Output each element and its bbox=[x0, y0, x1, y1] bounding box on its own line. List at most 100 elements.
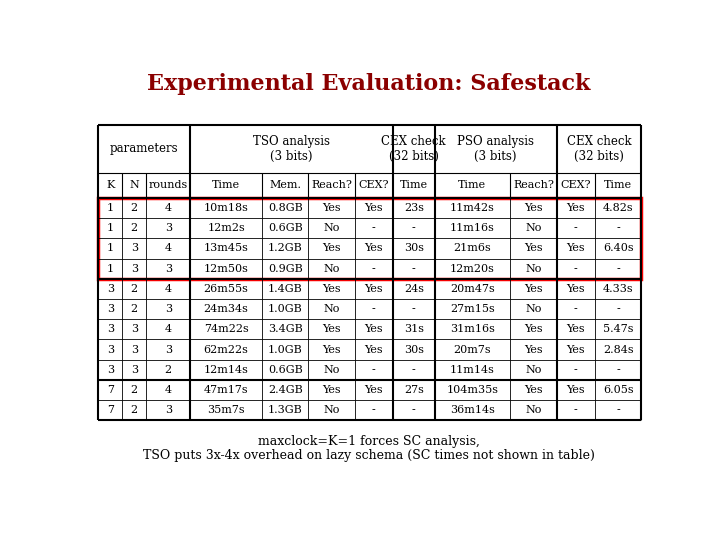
Text: 0.9GB: 0.9GB bbox=[268, 264, 302, 274]
Text: -: - bbox=[574, 304, 577, 314]
Text: 3: 3 bbox=[107, 364, 114, 375]
Text: Yes: Yes bbox=[322, 385, 341, 395]
Text: 24m34s: 24m34s bbox=[204, 304, 248, 314]
Text: 3: 3 bbox=[107, 345, 114, 355]
Text: 4: 4 bbox=[165, 244, 172, 253]
Text: 47m17s: 47m17s bbox=[204, 385, 248, 395]
Text: 0.8GB: 0.8GB bbox=[268, 203, 302, 213]
Text: 26m55s: 26m55s bbox=[204, 284, 248, 294]
Text: -: - bbox=[372, 364, 376, 375]
Text: Yes: Yes bbox=[322, 325, 341, 334]
Text: No: No bbox=[323, 405, 340, 415]
Text: 21m6s: 21m6s bbox=[454, 244, 491, 253]
Text: -: - bbox=[616, 264, 620, 274]
Text: 36m14s: 36m14s bbox=[450, 405, 495, 415]
Text: No: No bbox=[526, 405, 541, 415]
Text: 4: 4 bbox=[165, 325, 172, 334]
Text: Yes: Yes bbox=[322, 203, 341, 213]
Text: CEX check
(32 bits): CEX check (32 bits) bbox=[567, 135, 631, 163]
Text: -: - bbox=[412, 264, 415, 274]
Text: 12m20s: 12m20s bbox=[450, 264, 495, 274]
Text: Yes: Yes bbox=[567, 325, 585, 334]
Text: Yes: Yes bbox=[567, 203, 585, 213]
Text: 3: 3 bbox=[131, 364, 138, 375]
Text: 3: 3 bbox=[165, 264, 172, 274]
Text: 74m22s: 74m22s bbox=[204, 325, 248, 334]
Text: Yes: Yes bbox=[364, 345, 383, 355]
Text: 23s: 23s bbox=[404, 203, 424, 213]
Text: Reach?: Reach? bbox=[513, 180, 554, 191]
Text: 2: 2 bbox=[165, 364, 172, 375]
Text: -: - bbox=[574, 405, 577, 415]
Text: 6.40s: 6.40s bbox=[603, 244, 634, 253]
Text: No: No bbox=[526, 364, 541, 375]
Text: 6.05s: 6.05s bbox=[603, 385, 634, 395]
Text: Time: Time bbox=[212, 180, 240, 191]
Text: 11m14s: 11m14s bbox=[450, 364, 495, 375]
Text: 3: 3 bbox=[107, 325, 114, 334]
Text: Reach?: Reach? bbox=[311, 180, 352, 191]
Text: Time: Time bbox=[459, 180, 487, 191]
Text: 7: 7 bbox=[107, 385, 114, 395]
Text: Yes: Yes bbox=[322, 345, 341, 355]
Text: 3: 3 bbox=[165, 405, 172, 415]
Text: PSO analysis
(3 bits): PSO analysis (3 bits) bbox=[457, 135, 534, 163]
Text: -: - bbox=[412, 364, 415, 375]
Text: 35m7s: 35m7s bbox=[207, 405, 245, 415]
Text: Yes: Yes bbox=[567, 244, 585, 253]
Text: -: - bbox=[412, 304, 415, 314]
Text: 30s: 30s bbox=[404, 244, 424, 253]
Text: -: - bbox=[574, 364, 577, 375]
Text: -: - bbox=[616, 405, 620, 415]
Text: 3: 3 bbox=[165, 345, 172, 355]
Text: 2: 2 bbox=[131, 203, 138, 213]
Text: TSO puts 3x-4x overhead on lazy schema (SC times not shown in table): TSO puts 3x-4x overhead on lazy schema (… bbox=[143, 449, 595, 462]
Text: -: - bbox=[412, 405, 415, 415]
Text: Yes: Yes bbox=[364, 284, 383, 294]
Text: 10m18s: 10m18s bbox=[204, 203, 248, 213]
Text: 2: 2 bbox=[131, 405, 138, 415]
Text: -: - bbox=[616, 364, 620, 375]
Text: N: N bbox=[130, 180, 139, 191]
Text: Mem.: Mem. bbox=[269, 180, 301, 191]
Text: 4: 4 bbox=[165, 385, 172, 395]
Text: -: - bbox=[574, 264, 577, 274]
Text: -: - bbox=[412, 223, 415, 233]
Text: Yes: Yes bbox=[322, 244, 341, 253]
Text: 3: 3 bbox=[131, 244, 138, 253]
Text: rounds: rounds bbox=[148, 180, 188, 191]
Text: 20m47s: 20m47s bbox=[450, 284, 495, 294]
Text: -: - bbox=[574, 223, 577, 233]
Text: 1: 1 bbox=[107, 264, 114, 274]
Text: 3: 3 bbox=[131, 325, 138, 334]
Text: 3: 3 bbox=[165, 304, 172, 314]
Text: 104m35s: 104m35s bbox=[446, 385, 498, 395]
Text: Yes: Yes bbox=[524, 284, 543, 294]
Text: 2: 2 bbox=[131, 223, 138, 233]
Text: No: No bbox=[323, 223, 340, 233]
Text: 3.4GB: 3.4GB bbox=[268, 325, 302, 334]
Text: 20m7s: 20m7s bbox=[454, 345, 491, 355]
Text: 11m42s: 11m42s bbox=[450, 203, 495, 213]
Text: CEX?: CEX? bbox=[359, 180, 389, 191]
Text: No: No bbox=[526, 264, 541, 274]
Text: 27s: 27s bbox=[404, 385, 423, 395]
Text: 30s: 30s bbox=[404, 345, 424, 355]
Text: Yes: Yes bbox=[567, 345, 585, 355]
Text: 7: 7 bbox=[107, 405, 114, 415]
Text: 2: 2 bbox=[131, 304, 138, 314]
Text: 1: 1 bbox=[107, 223, 114, 233]
Text: parameters: parameters bbox=[110, 143, 179, 156]
Text: -: - bbox=[372, 264, 376, 274]
Text: 1.2GB: 1.2GB bbox=[268, 244, 302, 253]
Text: 1: 1 bbox=[107, 244, 114, 253]
Text: Yes: Yes bbox=[524, 385, 543, 395]
Text: CEX check
(32 bits): CEX check (32 bits) bbox=[382, 135, 446, 163]
Text: CEX?: CEX? bbox=[561, 180, 591, 191]
Text: 31m16s: 31m16s bbox=[450, 325, 495, 334]
Text: 1.0GB: 1.0GB bbox=[268, 304, 302, 314]
Text: 12m50s: 12m50s bbox=[204, 264, 248, 274]
Text: 31s: 31s bbox=[404, 325, 424, 334]
Text: 4.82s: 4.82s bbox=[603, 203, 634, 213]
Text: Yes: Yes bbox=[364, 385, 383, 395]
